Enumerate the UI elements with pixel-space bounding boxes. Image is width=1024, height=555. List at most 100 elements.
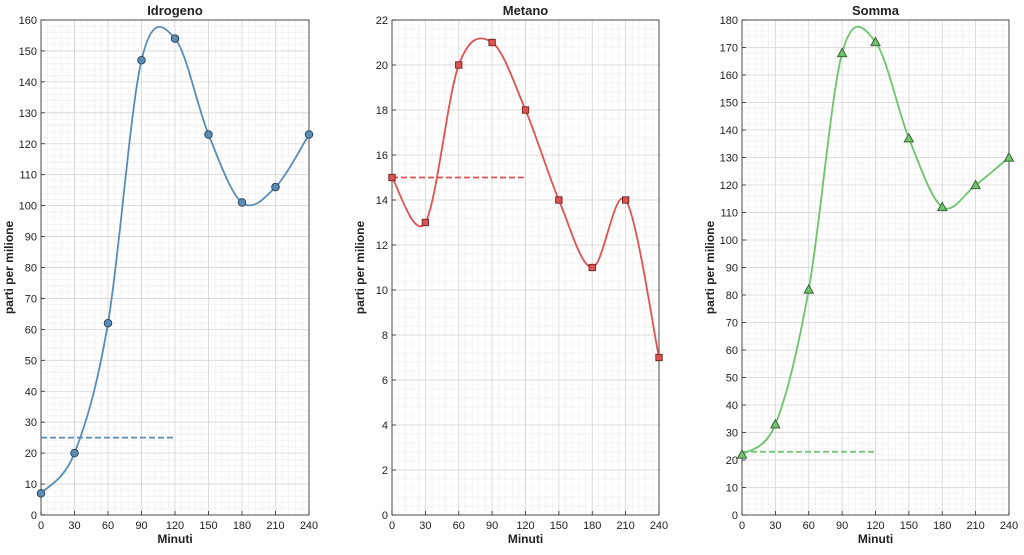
x-tick-label: 30	[419, 520, 431, 532]
y-tick-label: 10	[25, 479, 37, 491]
x-tick-label: 240	[1000, 520, 1018, 532]
y-tick-label: 150	[19, 46, 37, 58]
x-tick-label: 90	[135, 520, 147, 532]
data-point	[936, 201, 948, 212]
y-tick-label: 22	[376, 15, 388, 27]
data-point	[655, 353, 663, 362]
chart-panel-3: 0 30 60 90 120 150 180 210 240 0 10 20 30 40 50 60 70 80 9…	[703, 3, 1018, 546]
data-point	[204, 130, 213, 139]
y-tick-label: 4	[382, 420, 388, 432]
x-axis-label: Minuti	[157, 532, 192, 546]
y-tick-label: 100	[720, 235, 738, 247]
x-tick-label: 120	[866, 520, 884, 532]
series-line	[741, 25, 1010, 456]
data-point	[36, 489, 46, 498]
y-tick-label: 6	[382, 375, 388, 387]
data-point	[555, 196, 563, 204]
x-tick-label: 90	[486, 520, 498, 532]
y-tick-label: 170	[720, 43, 738, 55]
y-tick-label: 150	[720, 98, 738, 110]
data-point	[137, 55, 146, 65]
y-tick-label: 140	[720, 125, 738, 137]
x-tick-label: 240	[650, 520, 668, 532]
y-tick-label: 60	[726, 345, 738, 357]
y-tick-label: 0	[31, 510, 37, 522]
y-tick-label: 20	[25, 448, 37, 460]
chart-title: Idrogeno	[147, 3, 203, 18]
data-point	[903, 132, 915, 143]
y-tick-label: 20	[726, 455, 738, 467]
y-tick-label: 140	[19, 77, 37, 89]
y-tick-label: 20	[376, 60, 388, 72]
x-tick-label: 30	[769, 520, 781, 532]
y-tick-label: 120	[720, 180, 738, 192]
y-tick-label: 2	[382, 465, 388, 477]
x-tick-label: 0	[389, 520, 395, 532]
data-point	[836, 47, 848, 58]
data-point	[388, 173, 396, 182]
data-point	[870, 36, 881, 47]
x-tick-label: 30	[68, 520, 80, 532]
x-tick-label: 120	[166, 520, 184, 532]
y-tick-label: 160	[19, 15, 37, 27]
y-tick-label: 30	[726, 428, 738, 440]
x-tick-label: 150	[199, 520, 217, 532]
x-tick-label: 180	[583, 520, 601, 532]
data-point	[736, 448, 748, 459]
data-point	[455, 61, 463, 69]
y-tick-label: 8	[382, 330, 388, 342]
data-point	[103, 318, 113, 328]
x-tick-label: 60	[803, 520, 815, 532]
data-point	[770, 418, 781, 429]
y-tick-label: 50	[726, 373, 738, 385]
y-tick-label: 90	[25, 232, 37, 244]
x-tick-label: 0	[739, 520, 745, 532]
y-tick-label: 120	[19, 139, 37, 151]
y-tick-label: 0	[732, 510, 738, 522]
y-tick-label: 80	[726, 290, 738, 302]
y-tick-label: 18	[376, 105, 388, 117]
x-tick-label: 240	[300, 520, 318, 532]
x-tick-label: 60	[453, 520, 465, 532]
y-tick-label: 130	[720, 153, 738, 165]
x-tick-label: 0	[38, 520, 44, 532]
data-point	[970, 179, 981, 190]
y-tick-label: 10	[726, 483, 738, 495]
x-tick-label: 210	[966, 520, 984, 532]
x-tick-label: 180	[233, 520, 251, 532]
data-point	[521, 106, 530, 114]
y-tick-label: 60	[25, 324, 37, 336]
y-axis-label: parti per milione	[2, 221, 16, 315]
y-tick-label: 30	[25, 417, 37, 429]
x-axis-label: Minuti	[858, 532, 893, 546]
y-tick-label: 180	[720, 15, 738, 27]
y-tick-label: 40	[25, 386, 37, 398]
y-tick-label: 90	[726, 263, 738, 275]
data-point	[304, 130, 314, 139]
y-tick-label: 110	[19, 170, 37, 182]
data-point	[803, 283, 815, 294]
x-tick-label: 210	[616, 520, 634, 532]
y-tick-label: 100	[19, 201, 37, 213]
x-tick-label: 120	[516, 520, 534, 532]
y-tick-label: 12	[376, 240, 388, 252]
y-tick-label: 10	[376, 285, 388, 297]
y-axis-label: parti per milione	[703, 221, 717, 315]
y-axis-label: parti per milione	[353, 221, 367, 315]
data-point	[170, 34, 180, 43]
y-tick-label: 14	[376, 195, 388, 207]
x-axis-label: Minuti	[508, 532, 543, 546]
y-tick-label: 40	[726, 400, 738, 412]
data-point	[488, 38, 496, 47]
data-point	[1003, 151, 1015, 162]
data-point	[271, 182, 280, 192]
data-point	[588, 263, 596, 272]
y-tick-label: 130	[19, 108, 37, 120]
data-point	[421, 218, 430, 227]
x-tick-label: 60	[102, 520, 114, 532]
chart-title: Somma	[852, 3, 900, 18]
data-point	[237, 198, 247, 207]
series-line	[40, 26, 310, 494]
